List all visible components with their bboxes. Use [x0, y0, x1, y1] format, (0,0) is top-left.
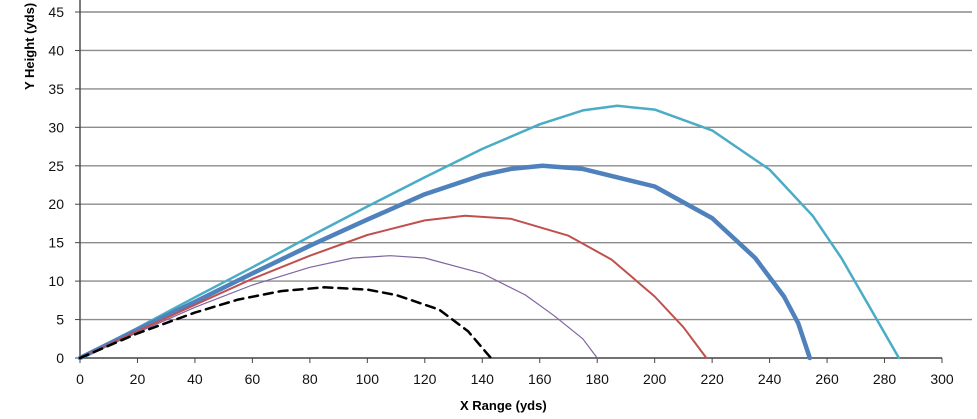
- trajectory-3-line: [79, 214, 708, 359]
- y-tick-label: 15: [48, 235, 64, 251]
- x-tick-label: 100: [356, 371, 380, 387]
- x-tick-label: 280: [873, 371, 897, 387]
- trajectory-1-line: [78, 286, 493, 360]
- y-tick-label: 10: [48, 273, 64, 289]
- x-tick-label: 40: [187, 371, 203, 387]
- y-tick-label: 45: [48, 4, 64, 20]
- y-tick-label: 30: [48, 119, 64, 135]
- x-tick-label: 80: [302, 371, 318, 387]
- y-tick-label: 35: [48, 81, 64, 97]
- trajectory-4-line: [77, 163, 813, 361]
- x-tick-label: 140: [471, 371, 495, 387]
- y-tick-label: 5: [56, 312, 64, 328]
- x-tick-label: 160: [528, 371, 552, 387]
- x-tick-label: 60: [245, 371, 261, 387]
- x-tick-label: 240: [758, 371, 782, 387]
- x-tick-label: 180: [586, 371, 610, 387]
- y-tick-label: 0: [56, 350, 64, 366]
- y-axis-label: Y Height (yds): [22, 2, 37, 90]
- x-tick-label: 200: [643, 371, 667, 387]
- x-tick-label: 260: [815, 371, 839, 387]
- x-tick-label: 120: [413, 371, 437, 387]
- trajectory-2-line: [79, 255, 598, 359]
- trajectory-5-line: [78, 104, 901, 360]
- x-tick-label: 20: [130, 371, 146, 387]
- x-axis-label: X Range (yds): [460, 398, 547, 413]
- x-tick-label: 220: [700, 371, 724, 387]
- y-tick-label: 25: [48, 158, 64, 174]
- y-tick-label: 40: [48, 42, 64, 58]
- x-tick-label: 300: [930, 371, 954, 387]
- y-tick-label: 20: [48, 196, 64, 212]
- x-tick-label: 0: [76, 371, 84, 387]
